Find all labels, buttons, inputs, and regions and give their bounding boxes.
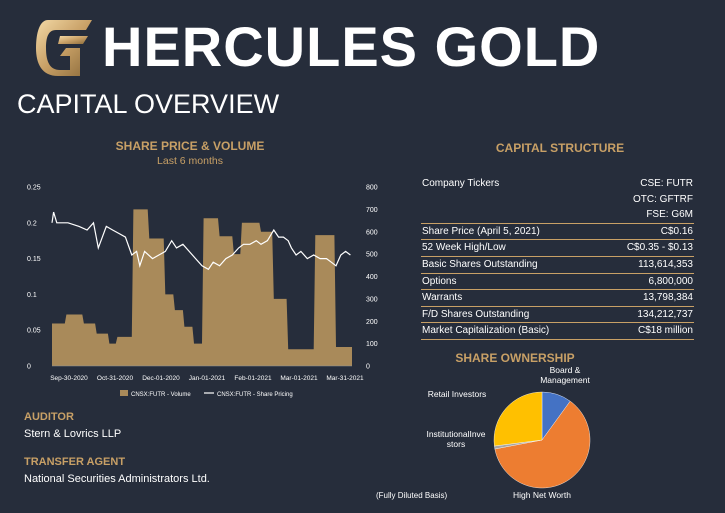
left-axis-tick-label: 0	[27, 364, 31, 371]
capital-structure-row: Share Price (April 5, 2021) C$0.16	[421, 223, 694, 241]
left-axis-tick-label: 0.15	[27, 256, 41, 263]
capital-structure-label: Share Price (April 5, 2021)	[421, 223, 600, 241]
capital-structure-value: CSE: FUTR	[640, 178, 693, 189]
pie-label-board-management: Management	[540, 375, 590, 385]
capital-structure-row: FSE: G6M	[421, 207, 694, 224]
right-axis-tick-label: 400	[366, 274, 378, 281]
capital-structure-row: 52 Week High/Low C$0.35 - $0.13	[421, 239, 694, 257]
left-axis-tick-label: 0.05	[27, 328, 41, 335]
pie-slice-retail-investors	[493, 391, 543, 447]
capital-structure-row: F/D Shares Outstanding 134,212,737	[421, 306, 694, 324]
left-axis-tick-label: 0.1	[27, 292, 37, 299]
right-axis-tick-label: 500	[366, 252, 378, 259]
capital-structure-label: Company Tickers	[422, 178, 500, 189]
share-price-volume-chart: 0 0.05 0.1 0.15 0.2 0.25 0 100 200 300 400 500 600 70…	[27, 185, 378, 399]
chart-subtitle: Last 6 months	[157, 155, 223, 167]
legend-price-label: CNSX:FUTR - Share Pricing	[217, 392, 293, 398]
capital-structure-label: 52 Week High/Low	[421, 239, 600, 257]
capital-structure-label	[421, 192, 600, 208]
pie-slice-high-net-worth	[494, 400, 591, 489]
capital-structure-value: FSE: G6M	[599, 207, 694, 224]
capital-structure-value: 13,798,384	[599, 289, 694, 307]
capital-structure-value: 6,800,000	[599, 273, 694, 291]
right-axis-tick-label: 600	[366, 229, 378, 236]
share-ownership-title: SHARE OWNERSHIP	[455, 351, 575, 365]
capital-structure-label: Market Capitalization (Basic)	[421, 322, 600, 340]
pie-label-board-management: Board &	[550, 365, 581, 375]
capital-structure-row: Warrants 13,798,384	[421, 289, 694, 307]
transfer-agent-heading: TRANSFER AGENT	[24, 456, 126, 468]
x-axis-tick-label: Sep-30-2020	[50, 375, 88, 382]
right-axis-tick-label: 300	[366, 296, 378, 303]
page-subtitle: CAPITAL OVERVIEW	[17, 89, 280, 119]
auditor-heading: AUDITOR	[24, 411, 74, 423]
pie-label-institutional-investors: stors	[447, 439, 465, 449]
legend-volume-swatch	[120, 390, 128, 396]
pie-label-institutional-investors: InstitutionalInve	[426, 429, 485, 439]
transfer-agent-value: National Securities Administrators Ltd.	[24, 473, 210, 485]
hercules-gold-logo-icon	[36, 20, 92, 76]
right-axis-tick-label: 200	[366, 319, 378, 326]
share-ownership-pie: Board &Management High Net Worth Instituti…	[376, 365, 591, 500]
capital-structure-label: Basic Shares Outstanding	[421, 256, 600, 274]
x-axis-tick-label: Feb-01-2021	[234, 375, 272, 382]
share-price-line	[51, 211, 351, 271]
auditor-value: Stern & Lovrics LLP	[24, 428, 122, 440]
capital-structure-table: Company Tickers CSE: FUTR OTC: GFTRF FSE: G…	[421, 176, 694, 340]
x-axis-tick-label: Mar-31-2021	[326, 375, 364, 382]
capital-structure-label: Options	[421, 273, 600, 291]
capital-structure-value: 113,614,353	[599, 256, 694, 274]
right-axis-tick-label: 800	[366, 185, 378, 192]
pie-label-high-net-worth: High Net Worth	[513, 490, 571, 500]
capital-structure-value: OTC: GFTRF	[633, 193, 693, 205]
left-axis-tick-label: 0.25	[27, 185, 41, 192]
capital-structure-value: 134,212,737	[599, 306, 694, 324]
left-axis-tick-label: 0.2	[27, 220, 37, 227]
capital-structure-value: C$18 million	[599, 322, 694, 340]
right-axis-tick-label: 700	[366, 207, 378, 214]
capital-structure-row: Market Capitalization (Basic) C$18 millio…	[421, 322, 694, 340]
volume-area	[52, 209, 352, 366]
x-axis-tick-label: Oct-31-2020	[97, 375, 134, 382]
capital-structure-row: Basic Shares Outstanding 113,614,353	[421, 256, 694, 274]
ownership-basis-note: (Fully Diluted Basis)	[376, 491, 447, 500]
capital-structure-row: Company Tickers CSE: FUTR	[421, 176, 694, 192]
capital-structure-value: C$0.35 - $0.13	[599, 239, 694, 257]
x-axis-tick-label: Dec-01-2020	[142, 375, 180, 382]
capital-structure-row: OTC: GFTRF	[421, 192, 694, 208]
brand-title: HERCULES GOLD	[102, 15, 601, 78]
right-axis-tick-label: 0	[366, 364, 370, 371]
capital-structure-label: F/D Shares Outstanding	[421, 306, 600, 324]
chart-title: SHARE PRICE & VOLUME	[115, 139, 265, 153]
right-axis-tick-label: 100	[366, 341, 378, 348]
legend-volume-label: CNSX:FUTR - Volume	[131, 392, 191, 398]
capital-structure-label: Warrants	[421, 289, 600, 307]
capital-structure-label	[421, 207, 600, 224]
capital-structure-value: C$0.16	[599, 223, 694, 241]
pie-label-retail-investors: Retail Investors	[428, 389, 487, 399]
capital-structure-title: CAPITAL STRUCTURE	[495, 141, 625, 155]
x-axis-tick-label: Jan-01-2021	[189, 375, 226, 382]
capital-structure-row: Options 6,800,000	[421, 273, 694, 291]
x-axis-tick-label: Mar-01-2021	[280, 375, 318, 382]
